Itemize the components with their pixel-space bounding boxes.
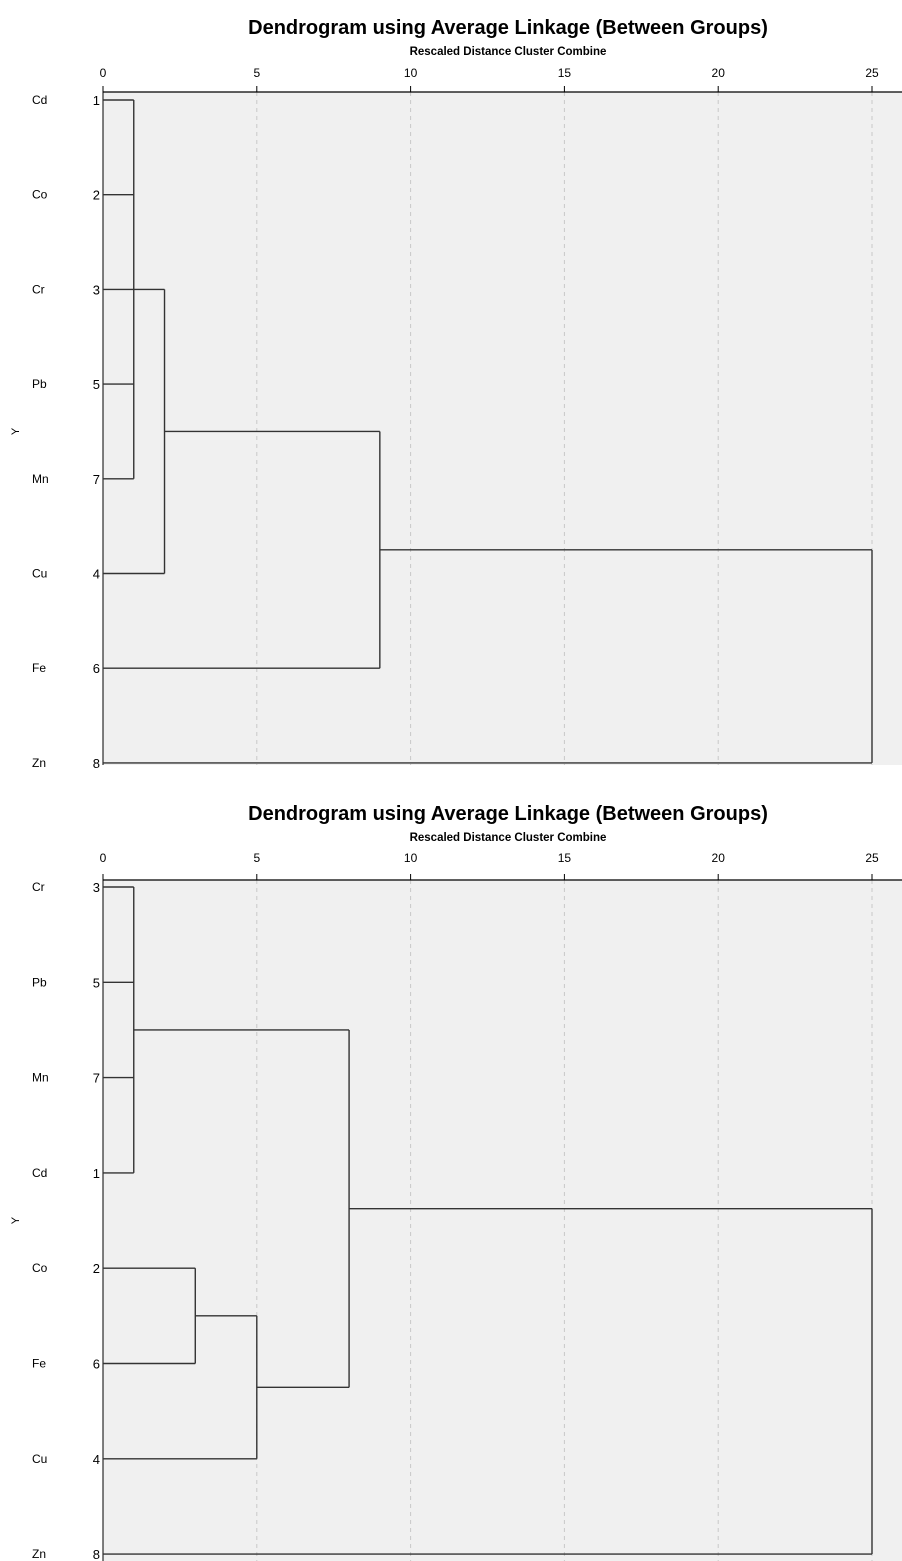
case-number: 2 xyxy=(93,1261,100,1276)
case-number: 8 xyxy=(93,1547,100,1561)
x-tick-label: 5 xyxy=(253,66,260,80)
case-number: 2 xyxy=(93,188,100,203)
x-tick-label: 15 xyxy=(558,851,572,865)
case-label: Cd xyxy=(32,1166,47,1180)
case-label: Co xyxy=(32,188,48,202)
x-tick-label: 0 xyxy=(100,851,107,865)
case-label: Fe xyxy=(32,661,46,675)
case-label: Cr xyxy=(32,880,45,894)
x-tick-label: 25 xyxy=(865,851,879,865)
x-tick-label: 20 xyxy=(712,66,726,80)
plot-area xyxy=(103,92,902,765)
case-number: 3 xyxy=(93,282,100,297)
y-axis-label: Y xyxy=(10,1216,22,1224)
case-label: Cu xyxy=(32,567,47,581)
x-tick-label: 10 xyxy=(404,851,418,865)
case-number: 6 xyxy=(93,661,100,676)
case-number: 6 xyxy=(93,1357,100,1372)
case-number: 4 xyxy=(93,567,100,582)
x-tick-label: 15 xyxy=(558,66,572,80)
case-number: 1 xyxy=(93,1166,100,1181)
case-number: 5 xyxy=(93,975,100,990)
x-tick-label: 5 xyxy=(253,851,260,865)
dendrogram-panel-2: Dendrogram using Average Linkage (Betwee… xyxy=(10,803,902,1561)
case-label: Zn xyxy=(32,756,46,770)
plot-area xyxy=(103,880,902,1561)
case-label: Fe xyxy=(32,1357,46,1371)
case-number: 4 xyxy=(93,1452,100,1467)
chart-title: Dendrogram using Average Linkage (Betwee… xyxy=(248,17,768,39)
case-number: 3 xyxy=(93,880,100,895)
x-tick-label: 10 xyxy=(404,66,418,80)
case-label: Cd xyxy=(32,93,47,107)
case-label: Pb xyxy=(32,377,47,391)
dendrogram-panel-1: Dendrogram using Average Linkage (Betwee… xyxy=(10,17,902,771)
case-number: 7 xyxy=(93,472,100,487)
chart-subtitle: Rescaled Distance Cluster Combine xyxy=(410,46,607,58)
x-tick-label: 20 xyxy=(712,851,726,865)
case-label: Co xyxy=(32,1261,48,1275)
x-tick-label: 25 xyxy=(865,66,879,80)
case-number: 8 xyxy=(93,756,100,771)
case-label: Pb xyxy=(32,975,47,989)
case-label: Mn xyxy=(32,1071,49,1085)
chart-subtitle: Rescaled Distance Cluster Combine xyxy=(410,832,607,844)
case-number: 5 xyxy=(93,377,100,392)
chart-title: Dendrogram using Average Linkage (Betwee… xyxy=(248,803,768,825)
case-label: Cu xyxy=(32,1452,47,1466)
y-axis-label: Y xyxy=(10,427,22,435)
case-label: Cr xyxy=(32,282,45,296)
case-label: Mn xyxy=(32,472,49,486)
case-number: 7 xyxy=(93,1071,100,1086)
case-label: Zn xyxy=(32,1547,46,1561)
x-tick-label: 0 xyxy=(100,66,107,80)
case-number: 1 xyxy=(93,93,100,108)
